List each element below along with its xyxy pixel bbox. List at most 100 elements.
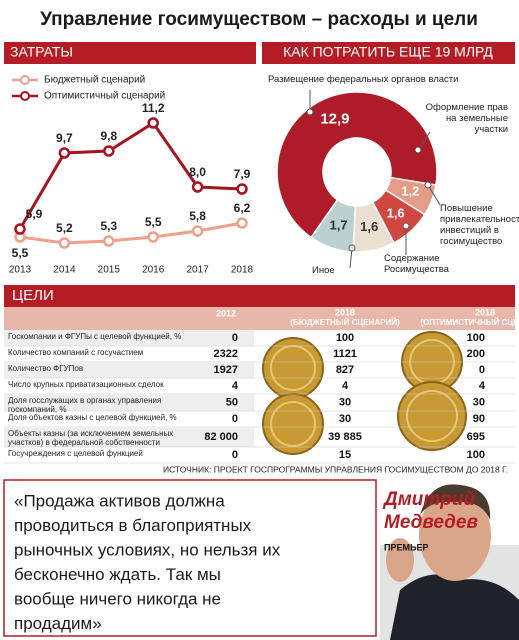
- cell-value: 0: [232, 449, 238, 461]
- leader-dot: [348, 244, 356, 252]
- value-label: 7,9: [234, 167, 251, 181]
- coin-decor: [262, 331, 467, 455]
- quote-line: бесконечно ждать. Так мы: [14, 565, 221, 584]
- leader-dot: [402, 222, 410, 230]
- quote-line: рыночных условиях, но нельзя их: [14, 540, 281, 559]
- category-label: Размещение федеральных органов власти: [268, 74, 459, 85]
- legend-label: Оптимистичный сценарий: [44, 91, 165, 102]
- x-tick-label: 2018: [231, 265, 254, 276]
- cell-value: 15: [339, 449, 351, 461]
- cell-value: 200: [467, 348, 485, 360]
- cell-value: 0: [232, 332, 238, 344]
- leader-dot: [424, 181, 432, 189]
- point: [236, 217, 248, 229]
- row-stripe: [4, 330, 254, 346]
- point: [58, 147, 71, 159]
- cell-value: 695: [467, 431, 485, 443]
- row-stripe: [4, 427, 254, 447]
- value-label: 1,2: [401, 184, 419, 199]
- category-label: Оформление прав на земельные участки: [425, 102, 508, 135]
- point: [58, 237, 71, 249]
- donut-segment: [276, 91, 438, 239]
- cell-value: 1121: [333, 348, 357, 360]
- value-label: 8,0: [189, 165, 206, 179]
- cell-value: 0: [232, 413, 238, 425]
- cell-value: 100: [467, 332, 485, 344]
- value-label: 5,8: [189, 209, 206, 223]
- value-label: 5,5: [145, 215, 162, 229]
- cell-value: 0: [479, 364, 485, 376]
- section-title: ЗАТРАТЫ: [10, 44, 73, 60]
- section-bar: [4, 285, 515, 307]
- table-header-bg: [4, 307, 515, 330]
- donut-segment: [310, 198, 357, 253]
- row-label: Число крупных приватизационных сделок: [8, 380, 164, 389]
- value-label: 11,2: [142, 101, 165, 115]
- x-tick-label: 2017: [186, 265, 209, 276]
- quote-box: [3, 479, 377, 637]
- series-line: [18, 120, 243, 230]
- quote-line: продадим»: [14, 614, 102, 633]
- legend-label: Бюджетный сценарий: [44, 75, 145, 86]
- column-year: 2018: [335, 307, 355, 317]
- column-year: 2012: [216, 308, 236, 318]
- row-stripe: [4, 394, 254, 411]
- value-label: 1,6: [387, 205, 405, 220]
- speaker-role: ПРЕМЬЕР: [384, 542, 428, 552]
- cell-value: 4: [342, 380, 349, 392]
- point: [147, 231, 159, 243]
- speaker-name: Медведев: [384, 512, 478, 533]
- point: [147, 117, 159, 129]
- cell-value: 39 885: [328, 431, 362, 443]
- cell-value: 30: [339, 413, 351, 425]
- value-label: 5,3: [100, 219, 117, 233]
- column-note: (БЮДЖЕТНЫЙ СЦЕНАРИЙ): [290, 318, 400, 327]
- leader-line: [417, 131, 431, 151]
- cell-value: 4: [232, 380, 239, 392]
- cell-value: 1927: [214, 364, 238, 376]
- row-label: Госкомпании и ФГУПы с целевой функцией, …: [8, 332, 182, 341]
- x-tick-label: 2013: [9, 265, 32, 276]
- x-tick-label: 2016: [142, 265, 165, 276]
- source-note: ИСТОЧНИК: ПРОЕКТ ГОСПРОГРАММЫ УПРАВЛЕНИЯ…: [163, 464, 508, 474]
- portrait: [380, 484, 519, 640]
- category-label: Повышение привлекательности инвестиций в…: [440, 203, 519, 247]
- leader-line: [427, 184, 441, 206]
- page-title: Управление госимуществом – расходы и цел…: [40, 9, 478, 30]
- value-label: 9,8: [100, 129, 117, 143]
- column-note: (ОПТИМИСТИЧНЫЙ СЦЕНАРИЙ): [420, 318, 519, 327]
- row-label: Доля объектов казны с целевой функцией, …: [8, 413, 177, 422]
- column-year: 2018: [475, 307, 495, 317]
- cell-value: 82 000: [204, 431, 238, 443]
- point: [236, 183, 248, 195]
- value-label: 5,9: [26, 207, 43, 221]
- section-title: КАК ПОТРАТИТЬ ЕЩЕ 19 МЛРД: [283, 44, 493, 60]
- cell-value: 4: [479, 380, 486, 392]
- category-label: Содержание Росимущества: [384, 253, 449, 275]
- point: [103, 235, 115, 247]
- cell-value: 90: [473, 413, 485, 425]
- value-label: 1,6: [360, 219, 378, 234]
- value-label: 5,2: [56, 221, 73, 235]
- value-label: 6,2: [234, 201, 251, 215]
- point: [191, 181, 204, 193]
- speaker-name: Дмитрий: [382, 489, 475, 510]
- leader-dot: [306, 108, 314, 116]
- row-label: Количество компаний с госучастием: [8, 348, 144, 357]
- x-tick-label: 2014: [53, 265, 76, 276]
- section-title: ЦЕЛИ: [12, 287, 54, 304]
- value-label: 9,7: [56, 131, 73, 145]
- cell-value: 50: [226, 396, 238, 408]
- category-label: Иное: [312, 265, 335, 276]
- legend-marker: [20, 75, 30, 85]
- legend-marker: [20, 91, 30, 101]
- row-label: Объекты казны (за исключением земельных …: [8, 429, 174, 447]
- x-tick-label: 2015: [98, 265, 121, 276]
- quote-line: вообще ничего никогда не: [14, 589, 221, 608]
- row-label: Доля госслужащих в органах управления го…: [8, 396, 162, 414]
- leader-dot: [414, 146, 422, 154]
- cell-value: 30: [339, 396, 351, 408]
- quote-line: «Продажа активов должна: [14, 491, 225, 510]
